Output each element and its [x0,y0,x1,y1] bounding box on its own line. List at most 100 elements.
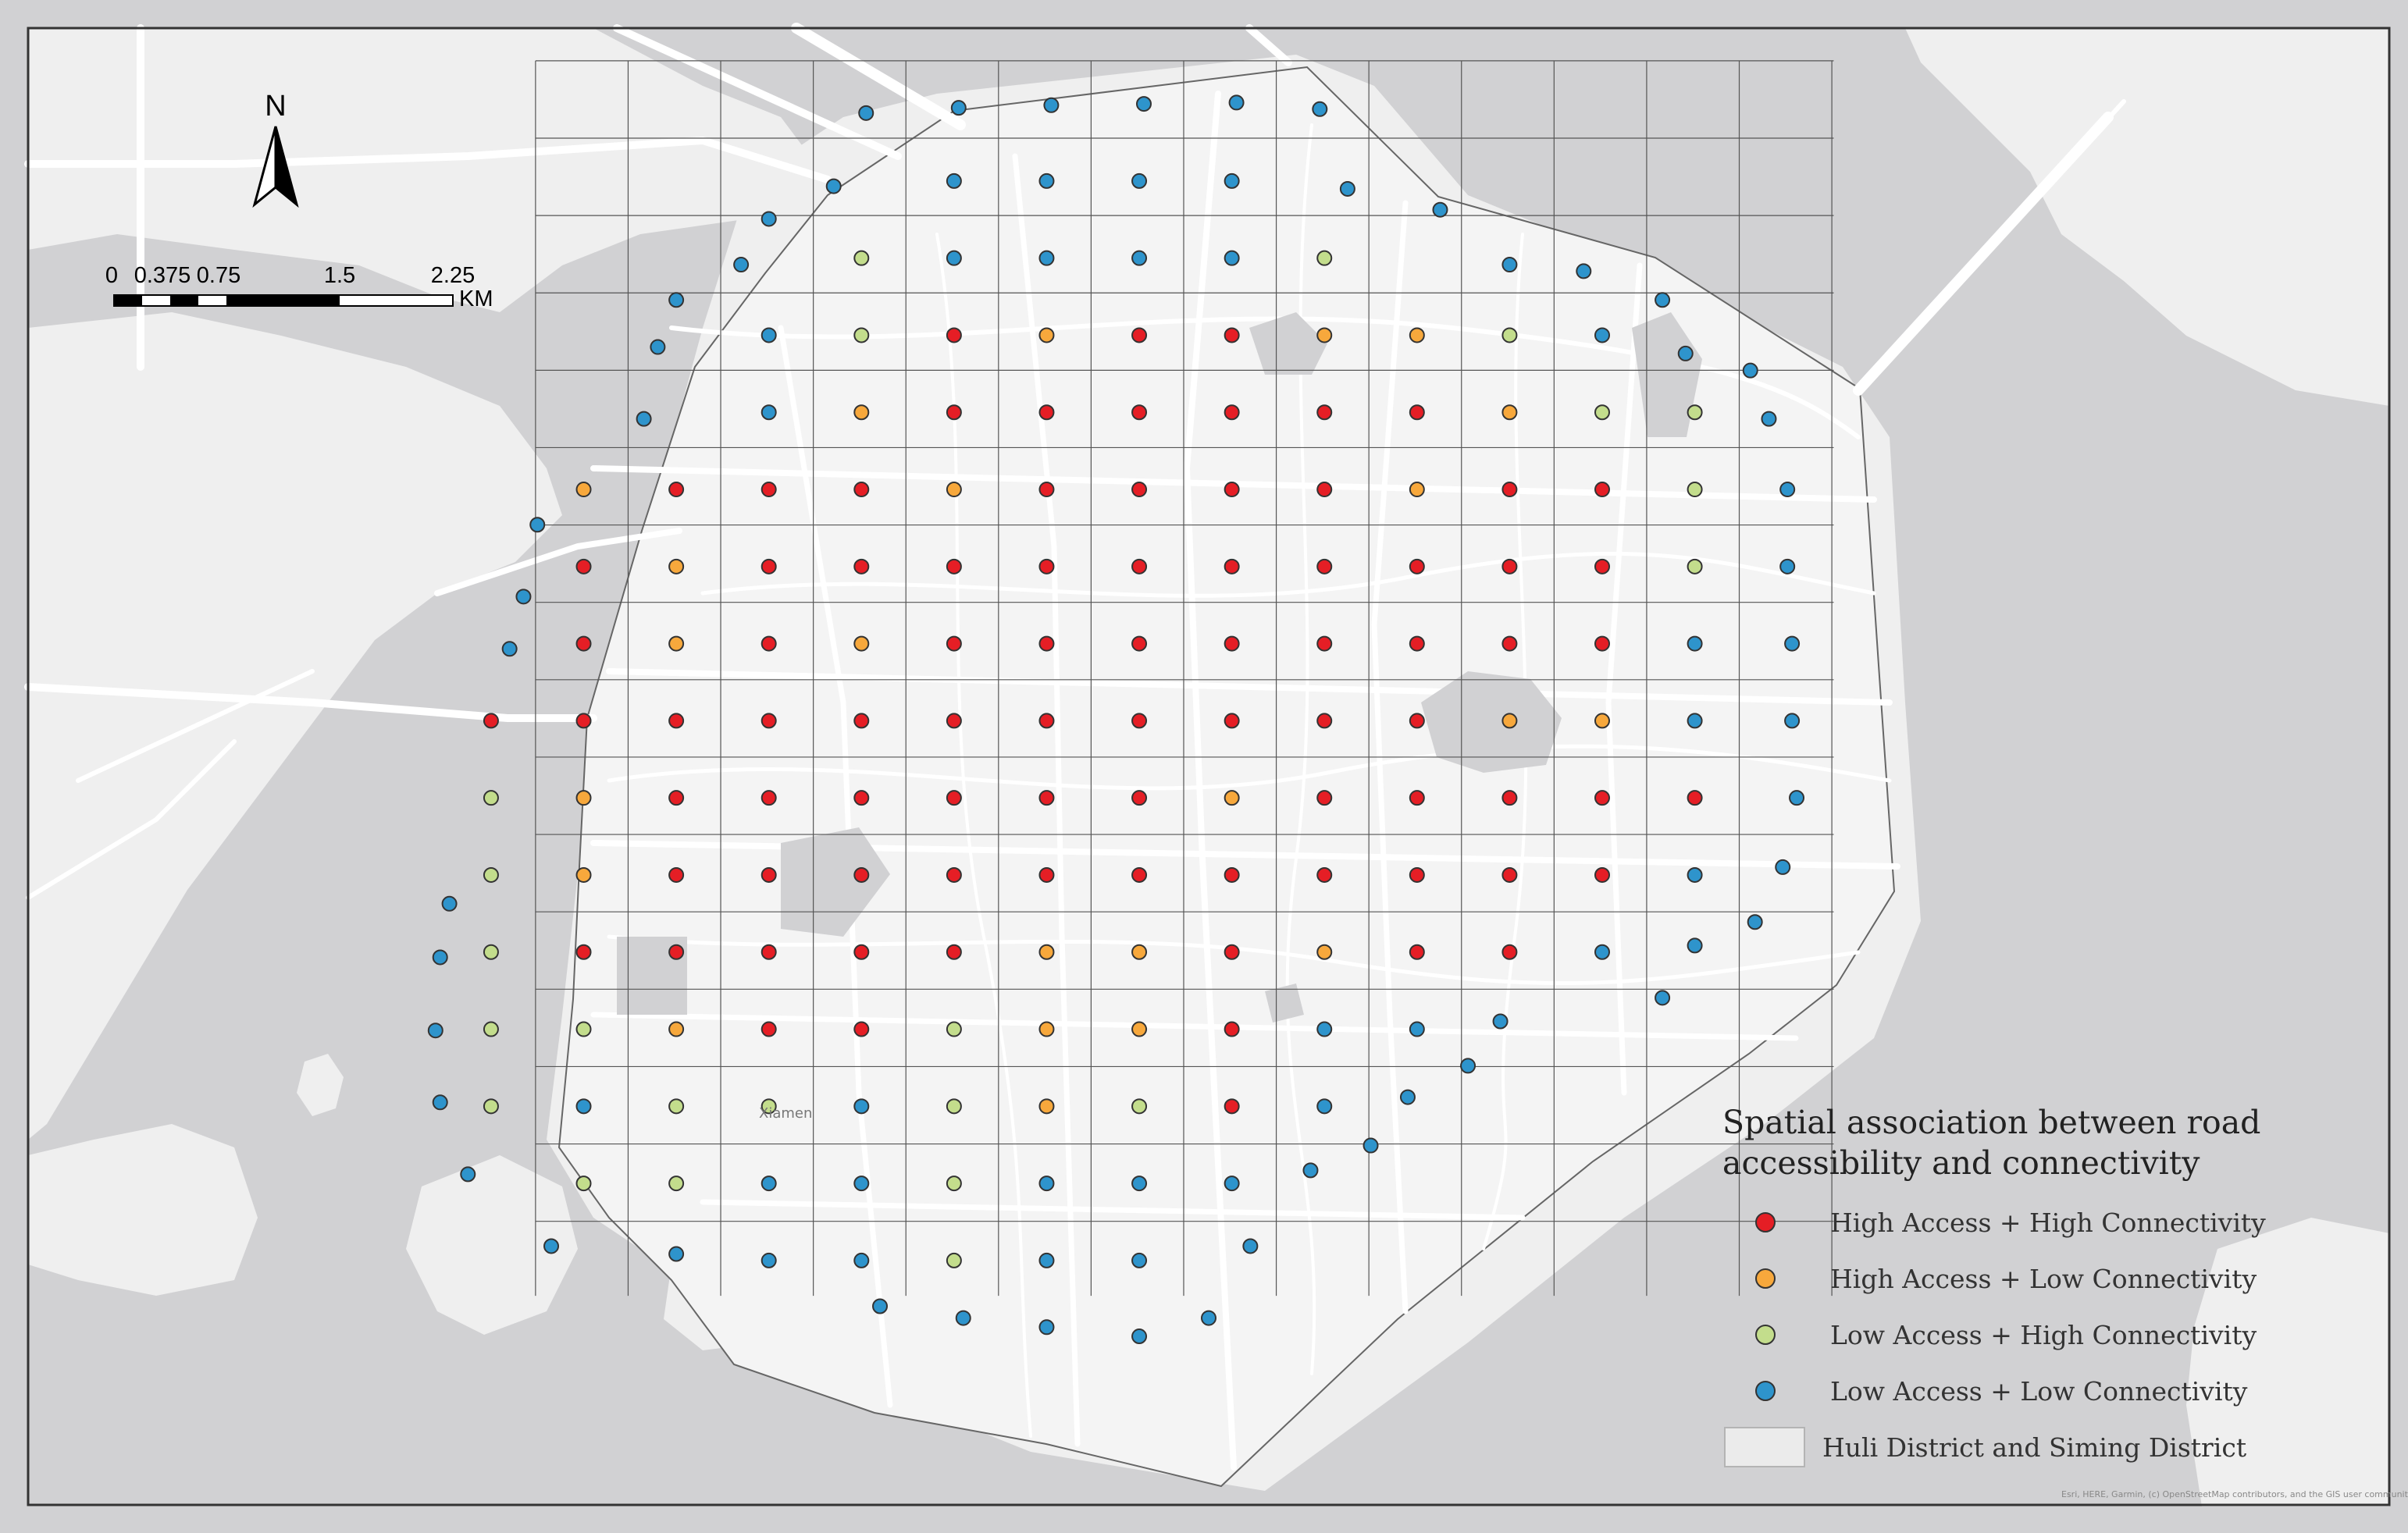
scale-unit: KM [459,286,493,311]
point-hh [1501,866,1518,883]
point-ll [1655,990,1671,1006]
point-ll [761,327,777,343]
point-ll [460,1166,476,1183]
point-lh [853,250,870,266]
point-hh [853,482,870,498]
legend-item-hh: High Access + High Connectivity [1715,1194,2402,1250]
point-hh [1316,790,1333,806]
inner-features [617,312,1702,1023]
point-hh [1409,866,1425,883]
point-hh [946,713,962,729]
scale-tick-1: 0.375 [134,263,191,288]
point-ll [853,1176,870,1192]
point-ll [1131,1176,1148,1192]
scale-tick-3: 1.5 [324,263,355,288]
point-hh [946,790,962,806]
legend-swatch-hl [1755,1268,1776,1289]
point-hh [1038,635,1055,652]
point-hh [575,558,592,574]
point-hl [1409,327,1425,343]
point-hh [1131,482,1148,498]
point-hh [1316,713,1333,729]
point-hh [1409,404,1425,421]
point-hh [1224,558,1240,574]
point-hh [1224,944,1240,960]
point-ll [1316,1098,1333,1115]
point-lh [946,1176,962,1192]
point-ll [1775,859,1791,875]
point-ll [1784,713,1801,729]
point-ll [955,1310,971,1326]
point-hh [853,790,870,806]
point-hh [1594,635,1610,652]
point-ll [1038,1176,1055,1192]
road-network [24,23,2126,1471]
point-lh [1687,482,1703,498]
point-hh [1594,482,1610,498]
point-hh [1501,482,1518,498]
scale-bar: 0 0.375 0.75 1.5 2.25 KM [105,263,493,311]
point-ll [1687,937,1703,954]
point-ll [1576,263,1592,279]
scale-tick-2: 0.75 [197,263,240,288]
point-ll [1687,713,1703,729]
point-hh [1594,790,1610,806]
point-hl [668,1021,685,1037]
point-lh [575,1176,592,1192]
point-ll [1302,1162,1319,1179]
point-hh [761,1021,777,1037]
point-hh [1409,635,1425,652]
point-lh [946,1021,962,1037]
point-ll [853,1098,870,1115]
point-ll [950,100,967,116]
point-hh [1409,558,1425,574]
point-lh [1687,558,1703,574]
point-ll [1409,1021,1425,1037]
legend: Spatial association between road accessi… [1715,1102,2402,1508]
point-ll [668,292,685,308]
point-hh [668,482,685,498]
point-hh [1224,1098,1240,1115]
point-hh [761,558,777,574]
point-hh [1224,482,1240,498]
point-ll [1131,1252,1148,1268]
point-hh [1038,558,1055,574]
point-ll [1201,1310,1216,1326]
point-ll [1789,790,1805,806]
point-hl [1131,944,1148,960]
point-hh [1409,790,1425,806]
point-hh [1224,866,1240,883]
point-hh [668,790,685,806]
point-ll [1655,292,1671,308]
scale-tick-4: 2.25 [431,263,475,288]
legend-label-lh: Low Access + High Connectivity [1830,1319,2257,1350]
point-lh [483,790,499,806]
point-lh [853,327,870,343]
point-hl [1038,944,1055,960]
point-hl [1501,713,1518,729]
point-hh [1501,558,1518,574]
point-hh [668,866,685,883]
analysis-points [427,94,1805,1345]
point-hh [1316,404,1333,421]
point-ll [1594,327,1610,343]
point-ll [1131,1328,1148,1345]
point-hh [1316,635,1333,652]
point-hh [1131,558,1148,574]
point-ll [1038,1319,1055,1336]
point-hh [761,635,777,652]
point-lh [483,944,499,960]
legend-swatch-hh [1755,1212,1776,1232]
legend-swatch-area [1724,1427,1805,1467]
point-lh [668,1098,685,1115]
point-hh [1224,327,1240,343]
point-lh [946,1098,962,1115]
point-hl [668,558,685,574]
legend-title: Spatial association between road accessi… [1722,1102,2402,1183]
point-ll [543,1238,560,1254]
point-hl [1594,713,1610,729]
point-ll [1747,914,1763,930]
point-hh [1224,404,1240,421]
point-hh [668,944,685,960]
